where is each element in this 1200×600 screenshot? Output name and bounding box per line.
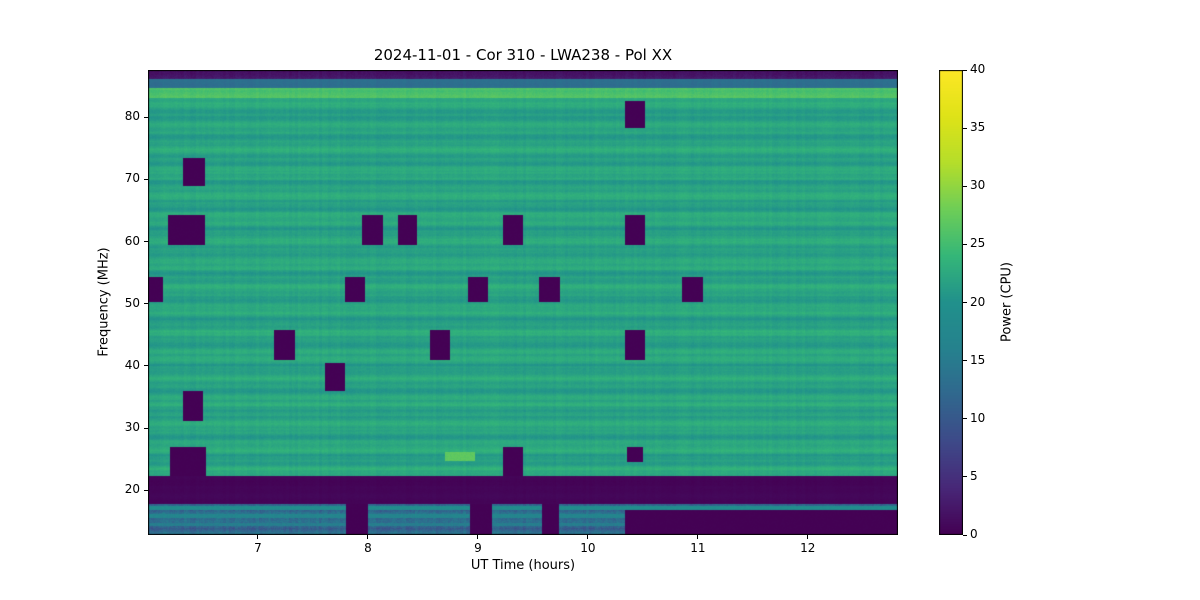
y-tick-mark: [144, 116, 148, 118]
colorbar-tick-label: 35: [970, 120, 986, 135]
colorbar-tick-mark: [963, 69, 967, 71]
colorbar-tick-label: 20: [970, 294, 986, 309]
colorbar-tick-mark: [963, 243, 967, 245]
y-tick-label: 60: [124, 233, 140, 248]
y-tick-label: 40: [124, 357, 140, 372]
y-tick-mark: [144, 427, 148, 429]
colorbar-tick-label: 10: [970, 410, 986, 425]
colorbar-tick-label: 15: [970, 352, 986, 367]
spectrogram-heatmap: [148, 70, 898, 535]
y-tick-label: 20: [124, 482, 140, 497]
colorbar-tick-mark: [963, 185, 967, 187]
colorbar-tick-mark: [963, 127, 967, 129]
colorbar-tick-mark: [963, 302, 967, 303]
colorbar-tick-label: 0: [970, 527, 978, 541]
chart-title: 2024-11-01 - Cor 310 - LWA238 - Pol XX: [373, 46, 673, 64]
colorbar: [939, 70, 963, 535]
x-tick-mark: [477, 535, 479, 539]
colorbar-tick-label: 30: [970, 178, 986, 193]
x-tick-label: 12: [800, 541, 816, 555]
x-axis-label: UT Time (hours): [470, 558, 576, 573]
y-tick-label: 70: [124, 171, 140, 186]
x-tick-mark: [807, 535, 809, 539]
x-tick-label: 9: [474, 541, 482, 555]
x-tick-mark: [587, 535, 589, 539]
y-tick-label: 80: [124, 109, 140, 124]
colorbar-tick-mark: [963, 360, 967, 362]
colorbar-tick-mark: [963, 418, 967, 420]
y-tick-mark: [144, 489, 148, 491]
x-tick-label: 11: [690, 541, 706, 555]
x-tick-mark: [697, 535, 699, 539]
colorbar-tick-mark: [963, 476, 967, 478]
y-tick-label: 30: [124, 420, 140, 435]
x-tick-label: 7: [254, 541, 262, 555]
y-tick-label: 50: [124, 295, 140, 310]
y-tick-mark: [144, 178, 148, 180]
x-tick-mark: [257, 535, 259, 539]
y-tick-mark: [144, 365, 148, 367]
x-tick-label: 8: [364, 541, 372, 555]
x-tick-mark: [367, 535, 369, 539]
colorbar-tick-label: 5: [970, 468, 978, 483]
colorbar-tick-label: 25: [970, 236, 986, 251]
y-tick-mark: [144, 303, 148, 305]
colorbar-tick-mark: [963, 534, 967, 536]
colorbar-tick-label: 40: [970, 62, 986, 76]
x-tick-label: 10: [580, 541, 596, 555]
y-tick-mark: [144, 241, 148, 243]
